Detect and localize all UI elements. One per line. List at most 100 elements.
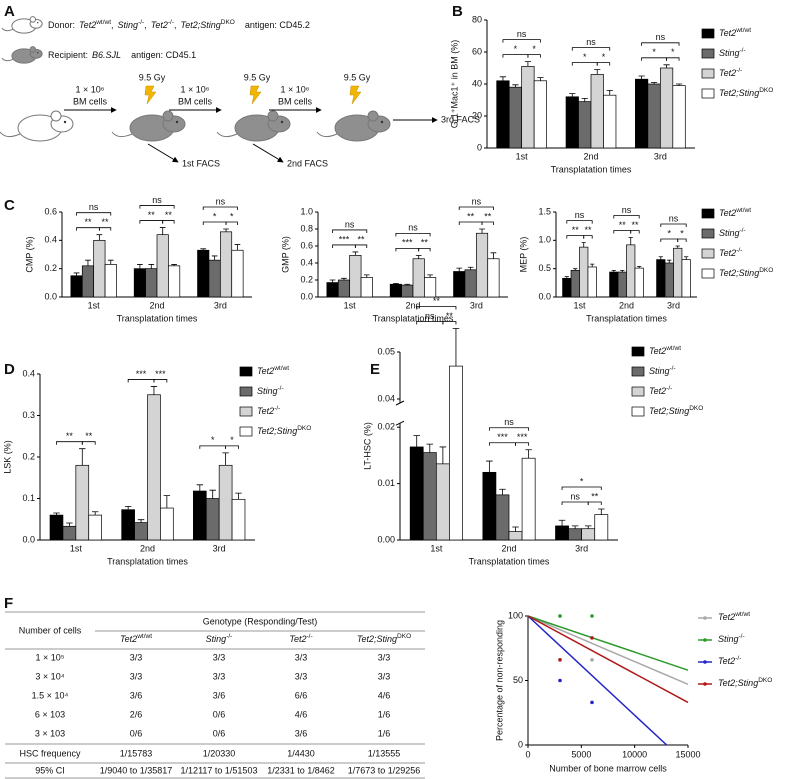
genotype-name: Sting	[118, 20, 139, 30]
error-bar	[137, 264, 143, 269]
panel-label: C	[4, 197, 15, 214]
bar	[412, 258, 425, 298]
table-cell: 3/6	[295, 728, 308, 738]
bar	[617, 271, 627, 298]
error-bar	[628, 237, 633, 245]
bar	[496, 80, 510, 149]
genotype-label: Tet2wt/wt	[718, 611, 750, 622]
error-bar	[456, 267, 463, 272]
y-axis-label: Percentage of non-responding	[494, 620, 504, 741]
significance-label: *	[532, 44, 536, 54]
bar	[435, 463, 450, 541]
genotype-sup: -/-	[670, 365, 676, 372]
bar	[205, 498, 220, 541]
genotype-name: Tet2	[649, 386, 666, 396]
significance-label: *	[671, 47, 675, 57]
legend-swatch	[701, 68, 715, 79]
genotype-name: Tet2	[719, 28, 736, 38]
legend-swatch	[701, 28, 715, 39]
genotype-sup: -/-	[666, 385, 672, 392]
genotype-label: Tet2-/-	[257, 405, 280, 416]
significance-bracket	[199, 445, 227, 449]
bar	[581, 528, 596, 541]
x-tick-label: 1st	[430, 543, 443, 553]
y-tick-label: 0.1	[22, 493, 35, 503]
irradiation-icon	[144, 85, 157, 105]
irradiation-icon	[349, 85, 362, 105]
error-bar	[439, 446, 447, 464]
x-tick-label: 0	[525, 749, 530, 759]
facs-label: 1st FACS	[182, 158, 220, 168]
genotype-name: Tet2	[718, 612, 735, 622]
error-bar	[413, 435, 420, 447]
y-tick-label: 60	[472, 46, 482, 56]
error-bar	[235, 492, 242, 500]
bar	[647, 83, 661, 149]
error-bar	[658, 256, 663, 260]
genotype-sup: -/-	[168, 19, 174, 26]
donor-antigen: antigen: CD45.2	[245, 20, 310, 30]
genotype-sup: -/-	[274, 405, 280, 412]
bar	[521, 66, 535, 149]
bar	[579, 246, 589, 298]
significance-label: *	[680, 228, 684, 238]
significance-bracket	[395, 232, 431, 237]
y-axis-label: MEP (%)	[518, 237, 528, 273]
mouse-eye	[37, 22, 39, 24]
y-tick-label: 0.2	[300, 274, 313, 284]
mouse-ear	[162, 110, 174, 122]
table-cell: 1/7673 to 1/29256	[348, 765, 421, 775]
bar	[81, 265, 95, 298]
genotype-name: Tet2	[718, 656, 735, 666]
error-bar	[467, 266, 474, 270]
error-bar	[581, 98, 588, 102]
genotype-label: Tet2wt/wt	[719, 27, 751, 38]
legend-swatch	[701, 88, 715, 99]
error-bar	[525, 449, 532, 459]
genotype-label: Sting-/-	[257, 385, 284, 396]
genotype-name: Tet2	[257, 406, 274, 416]
bar	[156, 234, 169, 298]
significance-label: *	[230, 435, 234, 445]
legend-dot	[703, 682, 707, 686]
legend-dot	[703, 660, 707, 664]
error-bar	[499, 76, 507, 81]
bar	[134, 522, 148, 541]
significance-bracket	[76, 212, 112, 216]
bar	[578, 101, 592, 149]
x-tick-label: 3rd	[575, 543, 588, 553]
y-tick-label: 0.4	[22, 368, 35, 378]
legend-swatch	[631, 406, 645, 417]
significance-label: **	[467, 211, 475, 221]
genotype-label: Tet2-/-	[649, 385, 672, 396]
y-axis-label: GMP (%)	[280, 236, 290, 273]
y-tick-label: 0.3	[22, 410, 35, 420]
significance-bracket	[139, 205, 175, 209]
significance-label: ns	[472, 196, 482, 206]
irradiation-dose: 9.5 Gy	[344, 72, 371, 82]
point	[590, 658, 594, 662]
x-tick-label: 3rd	[654, 151, 667, 161]
significance-label: *	[602, 52, 606, 62]
facs-label: 3rd FACS	[441, 114, 480, 124]
error-bar	[163, 495, 171, 509]
error-bar	[558, 519, 566, 526]
significance-bracket	[571, 62, 598, 66]
bar	[349, 255, 362, 298]
y-tick-label: 0.04	[377, 393, 395, 403]
significance-bracket	[332, 229, 368, 233]
genotype-sup: -/-	[138, 19, 144, 26]
y-tick-label: 0.0	[44, 291, 57, 301]
significance-label: ***	[155, 369, 166, 379]
significance-bracket	[354, 244, 368, 248]
error-bar	[79, 448, 86, 466]
mouse-tail	[0, 131, 21, 138]
significance-label: ***	[339, 234, 350, 244]
panel-label: D	[4, 361, 15, 378]
significance-bracket	[458, 221, 483, 225]
genotype-name: Tet2;Sting	[719, 88, 759, 98]
genotype-name: Tet2	[719, 68, 736, 78]
point	[558, 658, 562, 662]
panel-label: B	[452, 3, 463, 20]
error-bar	[73, 272, 80, 276]
